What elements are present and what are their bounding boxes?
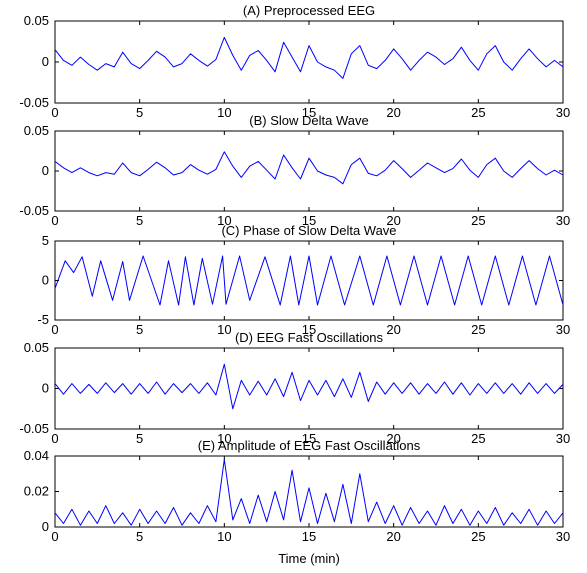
chart-title: (E) Amplitude of EEG Fast Oscillations xyxy=(198,438,421,453)
y-tick-label: -0.05 xyxy=(19,203,49,218)
plot-frame xyxy=(54,240,564,321)
chart-panel-4: (D) EEG Fast Oscillations 0 5 10 15 20 25 30 0.0… xyxy=(19,330,570,446)
series-line-1 xyxy=(54,363,564,410)
x-axis-label: Time (min) xyxy=(278,551,340,566)
x-tick-label: 10 xyxy=(217,322,231,337)
plot-frame xyxy=(54,455,564,528)
x-tick-label: 15 xyxy=(302,529,316,544)
x-tick-label: 15 xyxy=(302,322,316,337)
x-tick-label: 25 xyxy=(471,213,485,228)
y-tick-label: 0 xyxy=(42,163,49,178)
series-line-1 xyxy=(54,36,564,79)
x-tick-label: 5 xyxy=(136,529,143,544)
y-tick-label: 0 xyxy=(42,54,49,69)
y-tick-label: 0 xyxy=(42,381,49,396)
chart-panel-3: (C) Phase of Slow Delta Wave 0 5 10 15 20 25 30… xyxy=(37,223,570,337)
x-tick-label: 30 xyxy=(556,213,570,228)
chart-title: (D) EEG Fast Oscillations xyxy=(235,330,384,345)
y-tick-label: 5 xyxy=(42,233,49,248)
y-tick-label: 0.05 xyxy=(24,340,49,355)
plot-frame xyxy=(54,20,564,104)
x-tick-label: 10 xyxy=(217,213,231,228)
x-tick-label: 30 xyxy=(556,529,570,544)
x-tick-label: 0 xyxy=(51,322,58,337)
x-tick-label: 20 xyxy=(386,431,400,446)
x-tick-label: 5 xyxy=(136,105,143,120)
y-tick-label: 0.02 xyxy=(24,484,49,499)
x-tick-label: 10 xyxy=(217,529,231,544)
x-tick-label: 30 xyxy=(556,431,570,446)
x-tick-label: 0 xyxy=(51,213,58,228)
x-tick-label: 30 xyxy=(556,322,570,337)
y-tick-label: 0.05 xyxy=(24,123,49,138)
x-tick-label: 15 xyxy=(302,213,316,228)
chart-title: (B) Slow Delta Wave xyxy=(249,113,368,128)
y-tick-label: -0.05 xyxy=(19,95,49,110)
plot-frame xyxy=(54,130,564,212)
y-tick-label: 0 xyxy=(42,273,49,288)
x-tick-label: 20 xyxy=(386,213,400,228)
series-line-1 xyxy=(54,255,564,306)
y-tick-label: -5 xyxy=(37,312,49,327)
chart-title: (C) Phase of Slow Delta Wave xyxy=(221,223,396,238)
x-tick-label: 25 xyxy=(471,105,485,120)
x-tick-label: 5 xyxy=(136,322,143,337)
y-tick-label: 0.05 xyxy=(24,13,49,28)
x-tick-label: 5 xyxy=(136,431,143,446)
x-tick-label: 0 xyxy=(51,105,58,120)
series-line-1 xyxy=(54,459,564,526)
x-tick-label: 25 xyxy=(471,529,485,544)
x-tick-label: 10 xyxy=(217,431,231,446)
x-tick-label: 15 xyxy=(302,105,316,120)
x-tick-label: 25 xyxy=(471,322,485,337)
x-tick-label: 20 xyxy=(386,529,400,544)
x-tick-label: 5 xyxy=(136,213,143,228)
x-tick-label: 0 xyxy=(51,431,58,446)
y-tick-label: 0 xyxy=(42,519,49,534)
plot-frame xyxy=(54,347,564,430)
x-tick-label: 20 xyxy=(386,322,400,337)
series-line-1 xyxy=(54,151,564,185)
x-tick-label: 25 xyxy=(471,431,485,446)
x-tick-label: 15 xyxy=(302,431,316,446)
x-tick-label: 30 xyxy=(556,105,570,120)
chart-title: (A) Preprocessed EEG xyxy=(243,3,375,18)
x-tick-label: 10 xyxy=(217,105,231,120)
x-tick-label: 20 xyxy=(386,105,400,120)
y-tick-label: -0.05 xyxy=(19,421,49,436)
y-tick-label: 0.04 xyxy=(24,448,49,463)
chart-panel-5: (E) Amplitude of EEG Fast Oscillations 0 5… xyxy=(24,438,571,544)
x-tick-label: 0 xyxy=(51,529,58,544)
